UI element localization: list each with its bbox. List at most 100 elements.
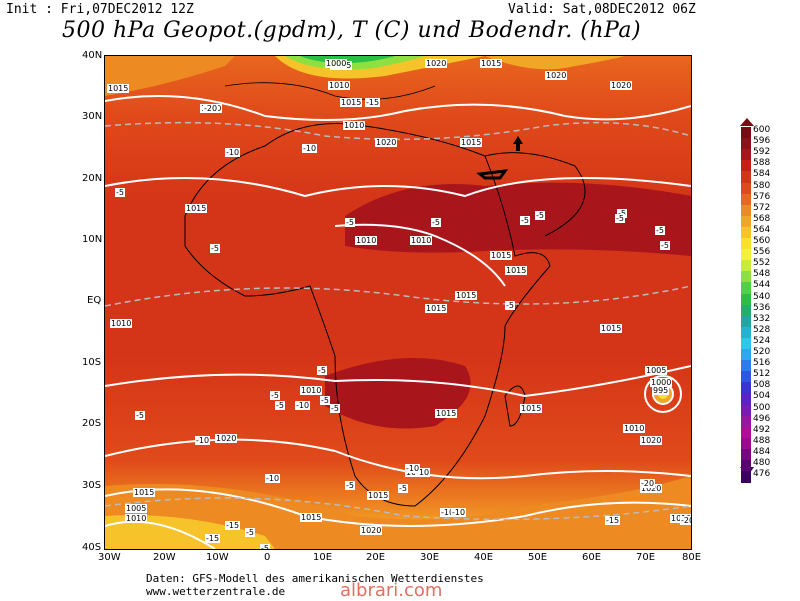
colorbar-label: 512 [753, 369, 771, 380]
colorbar-label: 544 [753, 280, 771, 291]
pressure-label: 1000 [325, 59, 348, 68]
pressure-label: 1010 [125, 514, 148, 523]
temperature-label: -10 [265, 474, 281, 483]
colorbar-swatch [741, 226, 751, 239]
pressure-label: 1010 [410, 236, 433, 245]
pressure-label: 1015 [520, 404, 543, 413]
temperature-label: -5 [431, 218, 441, 227]
lat-label: 30S [82, 480, 102, 491]
temperature-label: -5 [655, 226, 665, 235]
colorbar-label: 572 [753, 202, 771, 213]
colorbar-swatch [741, 160, 751, 173]
temperature-label: -5 [615, 214, 625, 223]
colorbar-swatch [741, 415, 751, 428]
isotherm-minus-15-south [105, 497, 691, 521]
colorbar-swatch [741, 138, 751, 151]
temperature-label: -5 [320, 396, 330, 405]
colorbar-label: 524 [753, 335, 771, 346]
colorbar-label: 552 [753, 258, 771, 269]
colorbar-swatch [741, 282, 751, 295]
colorbar-label: 548 [753, 269, 771, 280]
temperature-label: -10 [225, 148, 241, 157]
pressure-label: 1010 [328, 81, 351, 90]
pressure-label: 1015 [490, 251, 513, 260]
pressure-label: 1015 [107, 84, 130, 93]
pressure-label: 1020 [215, 434, 238, 443]
colorbar-label: 588 [753, 158, 771, 169]
temperature-label: -5 [270, 391, 280, 400]
map-canvas [105, 56, 691, 549]
temperature-label: -5 [210, 244, 220, 253]
pressure-label: 1020 [640, 484, 663, 493]
isobar-1010-sw [105, 520, 216, 549]
colorbar-label: 480 [753, 458, 771, 468]
data-source: Daten: GFS-Modell des amerikanischen Wet… [146, 572, 484, 585]
colorbar-label: 516 [753, 358, 771, 369]
pressure-label: 1015 [367, 491, 390, 500]
cold-core-inner [300, 56, 395, 64]
colorbar-swatch [741, 293, 751, 306]
colorbar-swatch [741, 127, 751, 139]
weather-map: 1015 1020 1010 1015 1015 1020 1010 1010 1015 1015… [104, 55, 692, 550]
temperature-label: -10 [440, 508, 456, 517]
colorbar-label: 556 [753, 247, 771, 258]
lon-label: 30E [420, 552, 440, 563]
isotherm-minus-5 [105, 285, 691, 307]
pressure-label: 1015 [600, 324, 623, 333]
isobar-1010 [334, 223, 506, 287]
source-url[interactable]: www.wetterzentrale.de [146, 585, 286, 598]
colorbar-swatch [741, 271, 751, 284]
pressure-label: 1010 [623, 424, 646, 433]
pressure-label: 995 [652, 386, 670, 395]
colorbar-swatch [741, 326, 751, 339]
cold-region-sw [105, 515, 275, 549]
pressure-label: 1010 [343, 121, 366, 130]
temperature-label: -20 [680, 516, 691, 525]
colorbar-swatch [741, 404, 751, 417]
colorbar-label: 568 [753, 213, 771, 224]
lon-label: 10E [313, 552, 333, 563]
colorbar-label: 596 [753, 136, 771, 147]
pressure-label: 1015 [185, 204, 208, 213]
isobar-1015-far-south [105, 488, 691, 527]
pressure-label: 1020 [640, 436, 663, 445]
colorbar-swatch [741, 371, 751, 384]
colorbar-label: 500 [753, 402, 771, 413]
colorbar-label: 580 [753, 180, 771, 191]
colorbar-label: 560 [753, 236, 771, 246]
pressure-label: 1015 [340, 98, 363, 107]
temperature-field [105, 56, 691, 549]
colorbar-label: 528 [753, 324, 771, 335]
colorbar-swatch [741, 460, 751, 472]
temperature-label: -5 [345, 481, 355, 490]
colorbar-swatch [741, 437, 751, 450]
colorbar-swatch [741, 171, 751, 184]
pressure-label: 1020 [610, 81, 633, 90]
temperature-label: -5 [520, 216, 530, 225]
lon-label: 60E [582, 552, 602, 563]
temperature-label: -5 [135, 411, 145, 420]
colorbar-swatch [741, 260, 751, 273]
temperature-label: -5 [317, 366, 327, 375]
colorbar-label: 496 [753, 413, 771, 424]
pressure-label: 1010 [300, 386, 323, 395]
colorbar-swatch [741, 337, 751, 350]
temperature-label: -5 [617, 209, 627, 218]
temperature-label: -5 [115, 188, 125, 197]
colorbar-label: 584 [753, 169, 771, 180]
europe-coastline [224, 82, 436, 100]
colorbar-swatch [741, 304, 751, 317]
colorbar-swatch [741, 382, 751, 395]
isobar-1020-north [105, 95, 691, 121]
temperature-label: -10 [302, 144, 318, 153]
colorbar-swatch [741, 238, 751, 250]
temperature-label: -5 [275, 401, 285, 410]
pressure-label: 1020 [545, 71, 568, 80]
valid-time: Valid: Sat,08DEC2012 06Z [508, 2, 696, 17]
temperature-label: -5 [535, 211, 545, 220]
lon-label: 0 [264, 552, 271, 563]
pressure-label: 1015 [480, 59, 503, 68]
lon-label: 40E [474, 552, 494, 563]
lat-label: 30N [82, 111, 103, 122]
temperature-label: -5 [245, 528, 255, 537]
